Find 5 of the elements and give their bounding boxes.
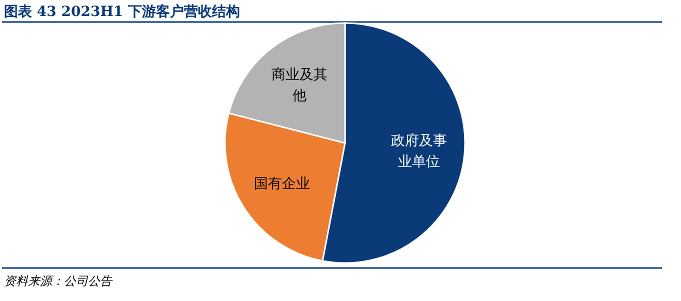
slice-label: 政府及事业单位	[391, 133, 448, 170]
slice-label: 商业及其他	[271, 67, 328, 104]
chart-title: 图表 43 2023H1 下游客户营收结构	[4, 3, 240, 20]
text: 资料来源：公司公告	[4, 274, 113, 288]
slice-label: 国有企业	[254, 176, 310, 192]
